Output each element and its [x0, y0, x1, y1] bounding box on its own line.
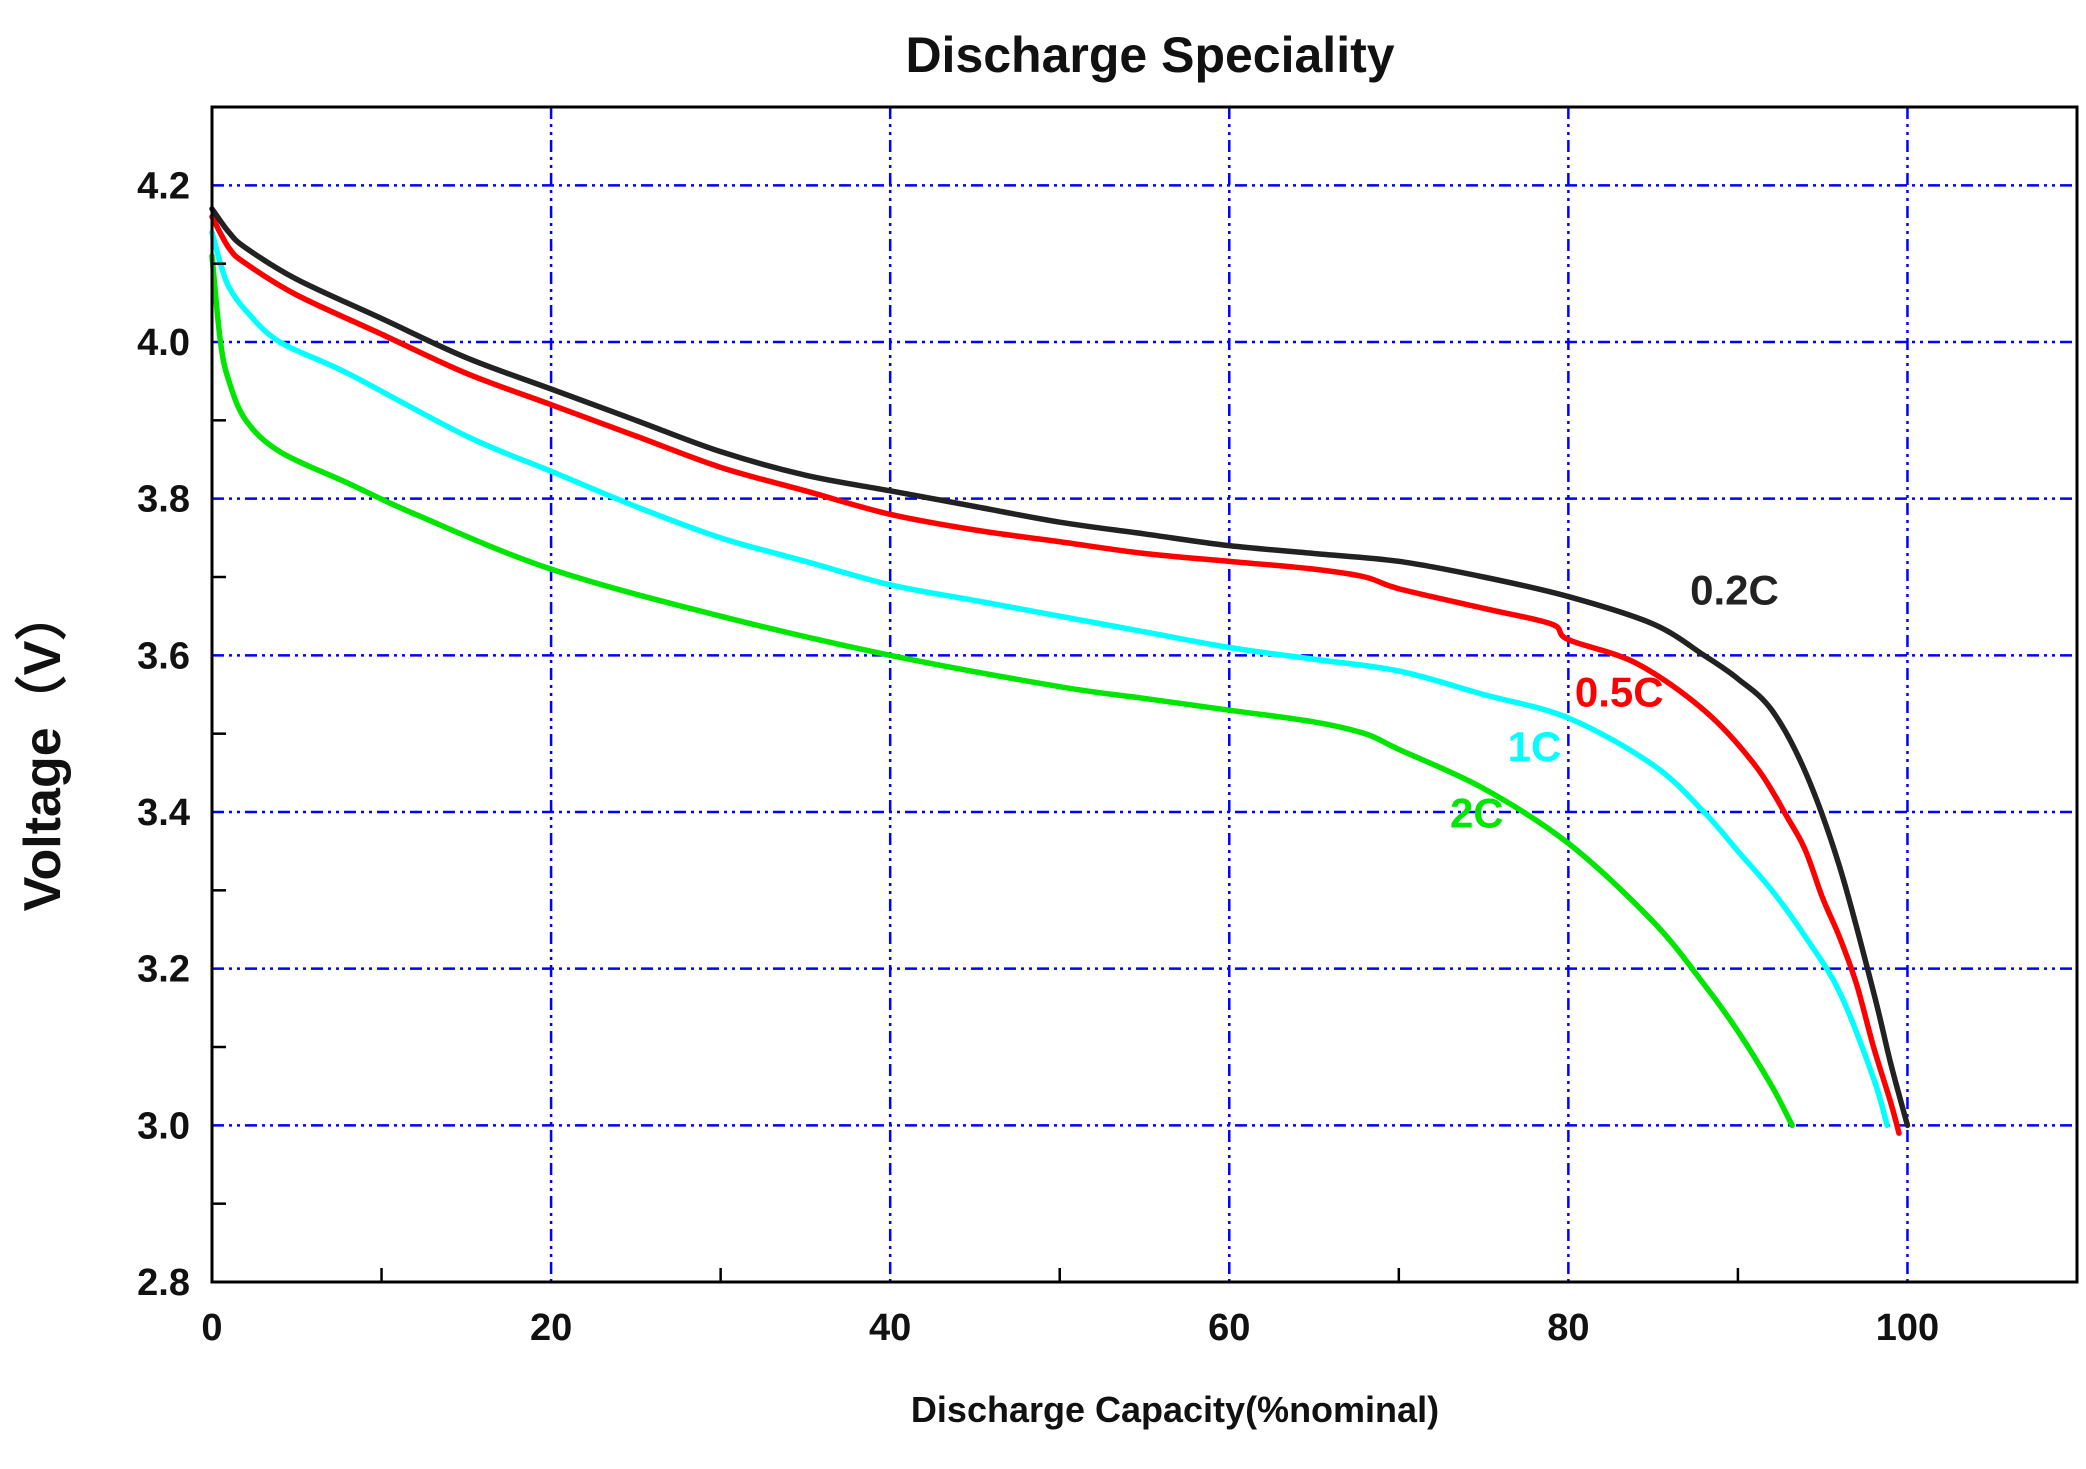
y-tick-label: 4.2 — [137, 165, 190, 207]
y-tick-label: 3.2 — [137, 949, 190, 991]
y-axis-label: Voltage（V） — [14, 589, 72, 912]
series-label-0-5c: 0.5C — [1575, 668, 1664, 715]
y-tick-label: 3.0 — [137, 1105, 190, 1147]
x-tick-label: 20 — [530, 1307, 572, 1349]
series-line-2c — [209, 253, 1795, 1129]
series-line-0-2c — [209, 206, 1911, 1129]
chart-title: Discharge Speciality — [905, 27, 1394, 83]
x-tick-label: 100 — [1876, 1307, 1939, 1349]
y-tick-label: 3.8 — [137, 479, 190, 521]
y-tick-label: 2.8 — [137, 1262, 190, 1304]
grid-lines — [212, 107, 2077, 1282]
series-label-2c: 2C — [1450, 790, 1504, 837]
x-tick-label: 40 — [869, 1307, 911, 1349]
plot-frame — [210, 105, 2079, 1284]
x-tick-label: 60 — [1208, 1307, 1250, 1349]
y-tick-label: 3.4 — [137, 792, 190, 834]
x-tick-label: 80 — [1547, 1307, 1589, 1349]
series-line-0-5c — [209, 213, 1902, 1136]
y-tick-label: 3.6 — [137, 635, 190, 677]
series-lines — [209, 206, 1911, 1136]
axis-ticks: 0 20 40 60 80 100 2.8 3.0 3.2 3.4 3.6 3.8 4.0 4.2 — [137, 165, 1939, 1349]
series-label-1c: 1C — [1508, 723, 1562, 770]
series-label-0-2c: 0.2C — [1690, 566, 1779, 613]
x-axis-label: Discharge Capacity(%nominal) — [911, 1389, 1439, 1430]
y-tick-label: 4.0 — [137, 322, 190, 364]
series-line-1c — [209, 229, 1890, 1129]
x-tick-label: 0 — [201, 1307, 222, 1349]
